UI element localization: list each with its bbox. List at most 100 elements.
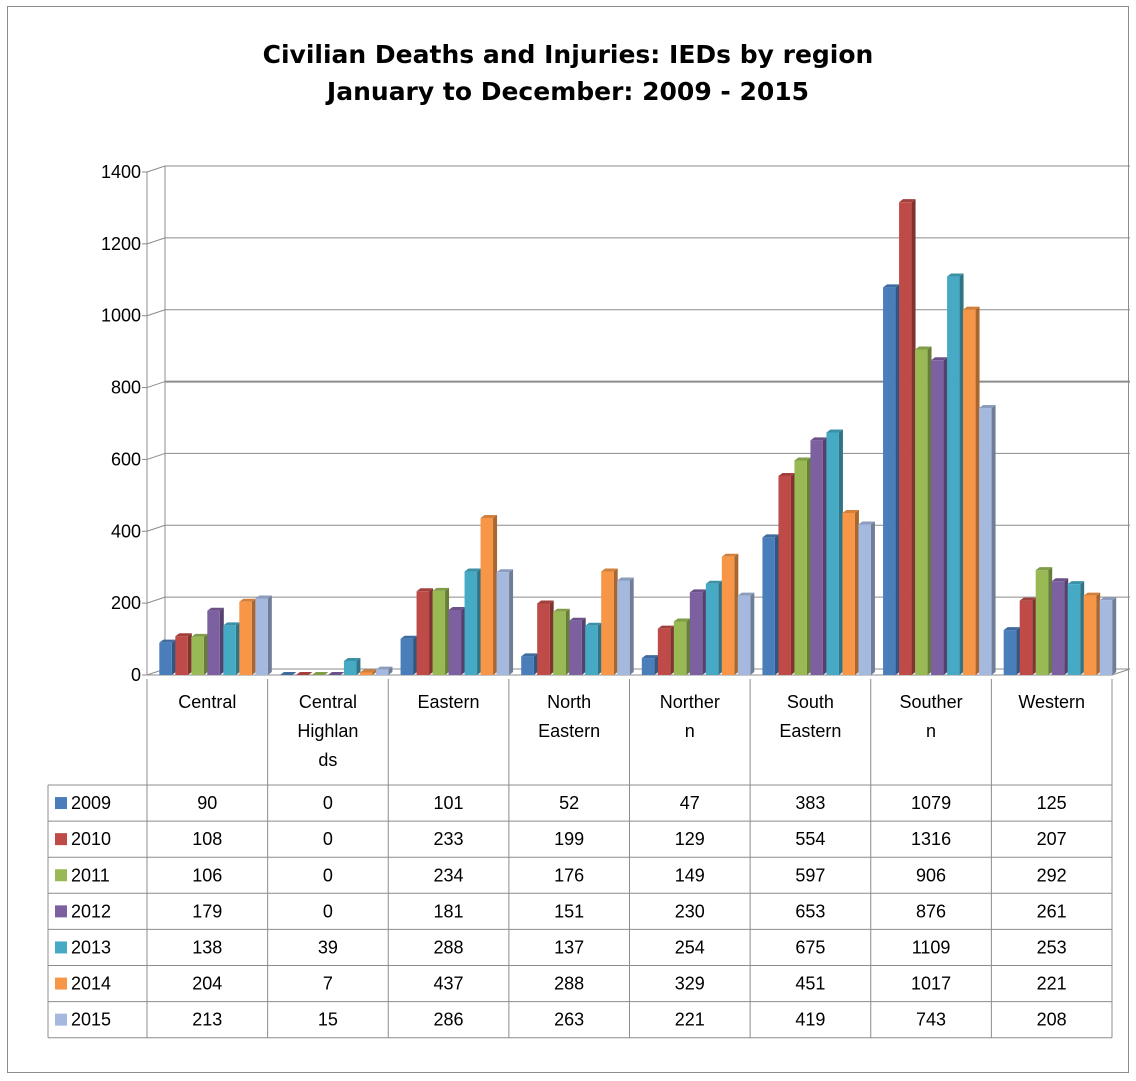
data-table-cell: 329: [675, 974, 705, 994]
bar-2011: [673, 621, 687, 675]
bar-side-2009: [1016, 627, 1021, 675]
data-table-cell: 597: [795, 865, 825, 885]
bar-2014: [601, 571, 614, 675]
category-label: Eastern: [418, 692, 480, 712]
legend-label: 2015: [71, 1010, 111, 1030]
bar-top-2010: [1019, 597, 1037, 601]
bar-top-2010: [295, 672, 313, 675]
y-tick-label: 800: [111, 378, 141, 398]
data-table-cell: 1316: [911, 829, 951, 849]
bar-2015: [255, 598, 268, 675]
bar-side-2013: [959, 273, 964, 675]
bar-2013: [585, 625, 598, 675]
legend-key-2015: [55, 1013, 67, 1026]
bar-side-2013: [356, 657, 361, 675]
bar-2010: [778, 475, 791, 675]
data-table-cell: 554: [795, 829, 825, 849]
bar-2011: [553, 611, 566, 675]
bar-top-2012: [207, 607, 224, 611]
bar-top-2009: [521, 653, 538, 657]
bar-top-2012: [931, 357, 948, 361]
category-label: Norther: [660, 692, 720, 712]
bar-top-2009: [641, 655, 659, 659]
bar-2014: [239, 601, 252, 675]
bar-top-2013: [585, 622, 602, 626]
chart-title-block: Civilian Deaths and Injuries: IEDs by re…: [0, 36, 1136, 110]
bar-side-2012: [1064, 578, 1069, 675]
data-table-cell: 52: [559, 793, 579, 813]
bar-top-2009: [762, 534, 779, 538]
bar-2013: [947, 276, 960, 675]
category-label: n: [926, 721, 936, 741]
bar-2012: [1051, 581, 1065, 675]
data-table-cell: 137: [554, 937, 584, 957]
bar-top-2015: [979, 405, 996, 409]
bar-side-2012: [822, 437, 827, 675]
legend-label: 2009: [71, 793, 111, 813]
gridline-depth: [146, 452, 166, 460]
category-label: Souther: [900, 692, 963, 712]
gridline-depth: [146, 596, 166, 604]
y-tick-label: 0: [131, 665, 141, 685]
bar-2013: [1067, 584, 1081, 675]
bar-2013: [464, 571, 478, 675]
bar-side-2012: [219, 607, 224, 675]
data-table-cell: 0: [323, 793, 333, 813]
legend-label: 2011: [71, 865, 110, 885]
bar-top-2013: [705, 580, 723, 584]
category-label: Highlan: [297, 721, 358, 741]
legend-key-2009: [55, 797, 67, 810]
bar-top-2012: [1051, 578, 1069, 582]
bar-side-2009: [533, 653, 538, 675]
data-table-cell: 292: [1037, 865, 1067, 885]
bar-2009: [400, 638, 414, 675]
bar-2011: [915, 349, 928, 675]
bar-side-2015: [1112, 597, 1117, 675]
bar-top-2013: [464, 568, 482, 572]
bar-2015: [375, 669, 389, 675]
chart-title: Civilian Deaths and Injuries: IEDs by re…: [262, 40, 874, 69]
data-table-cell: 106: [192, 865, 222, 885]
bar-top-2011: [915, 346, 932, 350]
data-table-cell: 221: [675, 1010, 705, 1030]
data-table-cell: 876: [916, 901, 946, 921]
legend-key-2014: [55, 977, 67, 990]
legend-label: 2013: [71, 937, 111, 957]
gridline-depth: [146, 381, 166, 389]
bar-top-2010: [657, 625, 675, 629]
bar-side-2012: [461, 606, 466, 675]
bar-top-2011: [311, 672, 329, 675]
bar-2010: [657, 628, 671, 675]
bar-2013: [343, 660, 357, 675]
data-table-cell: 253: [1037, 937, 1067, 957]
bar-top-2013: [343, 657, 361, 661]
data-table-cell: 176: [554, 865, 584, 885]
data-table-cell: 199: [554, 829, 584, 849]
data-table-cell: 0: [323, 901, 333, 921]
bar-2015: [979, 408, 992, 675]
bar-side-2010: [549, 600, 554, 675]
bar-top-2010: [778, 472, 795, 476]
bar-2014: [359, 672, 373, 675]
bar-2012: [931, 360, 944, 675]
bar-2015: [617, 580, 630, 675]
bar-side-2012: [581, 617, 586, 675]
bar-2009: [521, 656, 534, 675]
data-table-cell: 906: [916, 865, 946, 885]
y-tick-label: 400: [111, 521, 141, 541]
bar-side-2009: [774, 534, 779, 675]
bar-side-2009: [413, 635, 418, 675]
bar-side-2011: [445, 587, 450, 675]
bar-top-2014: [1083, 592, 1101, 596]
bar-side-2014: [613, 568, 618, 675]
bar-2010: [899, 202, 912, 675]
bar-2009: [883, 287, 896, 675]
y-tick-label: 1400: [101, 162, 141, 182]
y-tick-label: 1200: [101, 234, 141, 254]
bar-top-2013: [223, 622, 240, 626]
bar-top-2014: [842, 509, 859, 513]
category-label: Western: [1018, 692, 1085, 712]
bar-side-2013: [1080, 581, 1085, 675]
bar-side-2015: [870, 521, 875, 675]
